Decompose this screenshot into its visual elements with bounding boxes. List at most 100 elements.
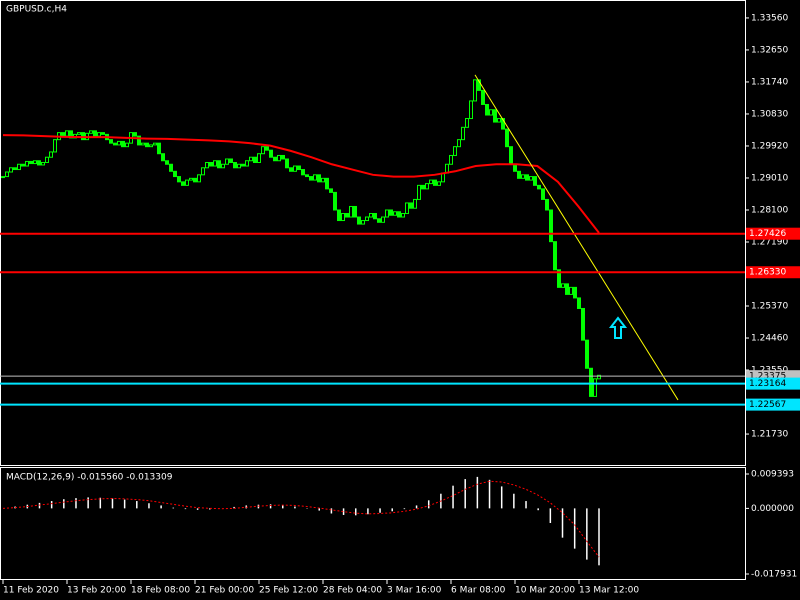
price-level-label: 1.23375 [749,372,786,382]
x-tick-label: 11 Feb 2020 [3,586,59,596]
candle [269,149,273,158]
candle [181,181,185,186]
candle [193,177,197,183]
candle [297,165,301,171]
macd-frame [0,467,746,580]
candle [341,213,345,222]
candle [29,160,33,165]
y-tick-label: 1.33560 [751,13,788,23]
candle [461,126,465,141]
candle [253,156,257,164]
candle [317,174,321,183]
candle [345,213,349,218]
x-tick-label: 10 Mar 20:00 [515,586,575,596]
candle [117,140,121,146]
buy-arrow [608,316,628,339]
candle [201,167,205,176]
candle [353,205,357,218]
candle [141,142,145,146]
candle [517,170,521,179]
y-tick-label: 1.27190 [751,237,788,247]
candle [41,162,45,166]
y-tick-label: 1.30830 [751,109,788,119]
candle [321,177,325,183]
candle [509,146,513,165]
candle [401,213,405,218]
candle [165,160,169,165]
candle [457,139,461,148]
candle [5,171,9,178]
candle [265,146,269,151]
candle [433,179,437,186]
x-tick-label: 6 Mar 08:00 [451,586,506,596]
candle [245,160,249,167]
x-tick-label: 28 Feb 04:00 [323,586,382,596]
candle [53,139,57,153]
candle [405,202,409,215]
candle [149,144,153,148]
candle [561,283,565,288]
candle [417,184,421,200]
candle [357,216,361,225]
candle [553,241,557,271]
candle [277,154,281,162]
candle [573,286,577,299]
candle [325,177,329,190]
price-level-tag [746,398,800,411]
candle [393,211,397,216]
candle [481,89,485,105]
candle [281,154,285,160]
candle [569,286,573,295]
price-level-tag [746,227,800,240]
candle [261,146,265,155]
y-tick-label: 1.31740 [751,77,788,87]
price-level-tag [746,377,800,390]
candle [493,109,497,123]
candle [557,269,561,288]
y-tick-label: 1.29010 [751,173,788,183]
candle [505,128,509,148]
candle [577,297,581,309]
candle [485,103,489,116]
candle [157,142,161,155]
y-tick-label: 0.009393 [751,469,794,479]
candle [313,174,317,181]
candle [153,142,157,146]
candle [249,156,253,162]
candle [229,158,233,164]
candle [473,79,477,102]
candle [397,211,401,218]
candle [413,198,417,209]
candle [409,202,413,209]
candle [497,118,501,123]
candle [301,169,305,176]
candle [373,213,377,220]
candle [533,176,537,186]
candle [209,162,213,167]
candle [385,209,389,218]
macd-title: MACD(12,26,9) -0.015560 -0.013309 [6,473,173,483]
candle [89,130,93,134]
candle [329,188,333,193]
candle [213,160,217,167]
candle [309,176,313,181]
macd-signal [2,480,600,558]
y-tick-label: -0.017931 [751,570,797,580]
candle [369,213,373,218]
candle [101,132,105,135]
candle [465,118,469,128]
x-tick-label: 21 Feb 00:00 [195,586,254,596]
chart-title: GBPUSD.c,H4 [6,5,67,15]
trendline [474,74,679,401]
candle [133,132,137,137]
candle [137,135,141,146]
candle [305,174,309,178]
candle [197,174,201,183]
candle [125,142,129,148]
candle [529,176,533,181]
candle [257,153,261,164]
candle [437,181,441,186]
x-tick-label: 25 Feb 12:00 [259,586,318,596]
y-tick-label: 0.000000 [751,504,794,514]
candle [225,158,229,165]
